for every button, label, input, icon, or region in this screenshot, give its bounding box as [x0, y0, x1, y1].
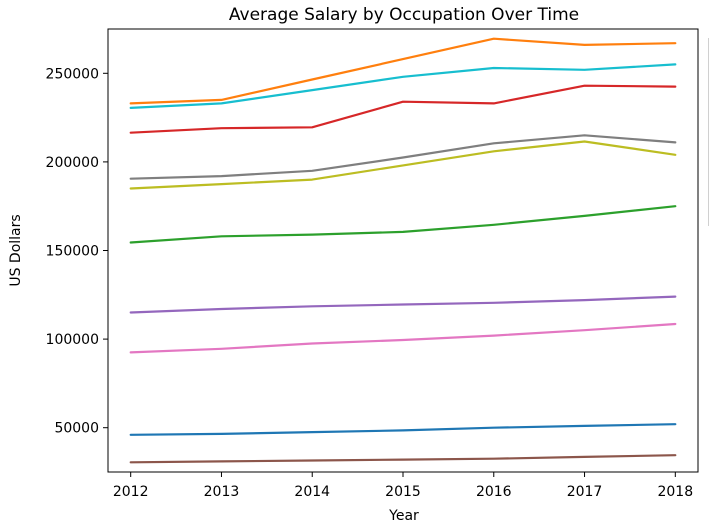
- x-tick-label: 2013: [204, 484, 240, 500]
- x-tick-label: 2016: [476, 484, 512, 500]
- y-tick-label: 50000: [54, 421, 99, 437]
- y-tick-label: 100000: [46, 332, 99, 348]
- x-tick-label: 2017: [567, 484, 603, 500]
- x-tick-label: 2014: [294, 484, 330, 500]
- series-line-8: [129, 322, 677, 354]
- series-line-4: [129, 134, 677, 180]
- x-axis-title: Year: [388, 508, 419, 524]
- series-lines: [129, 37, 677, 464]
- series-line-10: [129, 454, 677, 464]
- chart-title: Average Salary by Occupation Over Time: [229, 5, 579, 25]
- x-tick-label: 2015: [385, 484, 421, 500]
- x-tick-label: 2012: [113, 484, 149, 500]
- series-line-5: [129, 140, 677, 190]
- series-line-2: [129, 63, 677, 109]
- x-tick-label: 2018: [657, 484, 693, 500]
- series-line-9: [129, 423, 677, 436]
- y-axis-title: US Dollars: [8, 214, 24, 286]
- y-tick-label: 150000: [46, 244, 99, 260]
- series-line-3: [129, 84, 677, 134]
- y-tick-label: 200000: [46, 155, 99, 171]
- x-axis: 2012 2013 2014 2015 2016 2017 2018: [113, 472, 693, 500]
- y-tick-label: 250000: [46, 66, 99, 82]
- series-line-6: [129, 205, 677, 244]
- plot-frame: [107, 28, 699, 473]
- series-line-7: [129, 295, 677, 314]
- series-line-1: [129, 37, 677, 105]
- y-axis: 50000 100000 150000 200000 250000: [46, 66, 108, 437]
